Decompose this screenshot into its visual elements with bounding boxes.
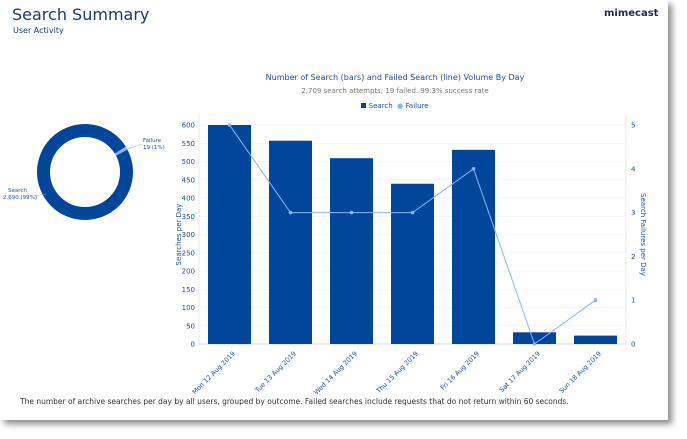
y-tick-label: 600	[182, 122, 195, 130]
x-tick-label: Wed 14 Aug 2019	[312, 350, 359, 397]
y-tick-label: 300	[182, 231, 195, 239]
chart-legend[interactable]: Search ● Failure	[200, 102, 590, 110]
failure-point-1	[288, 210, 293, 215]
donut-label-failure: Failure	[143, 138, 162, 144]
bar-5	[513, 332, 556, 344]
failure-point-2	[349, 210, 354, 215]
y2-tick-label: 4	[631, 165, 636, 173]
y-tick-label: 250	[182, 249, 195, 257]
bar-1	[269, 140, 312, 344]
page-title: Search Summary	[12, 5, 150, 24]
y-tick-label: 400	[182, 195, 195, 203]
legend-failure-swatch: ●	[394, 102, 404, 110]
chart-description: The number of archive searches per day b…	[20, 397, 569, 406]
y-tick-label: 150	[182, 286, 195, 294]
x-tick-label: Mon 12 Aug 2019	[191, 350, 237, 396]
search-leader	[33, 193, 47, 197]
bar-6	[574, 335, 617, 344]
failure-point-4	[471, 167, 476, 171]
x-tick-label: Thu 15 Aug 2019	[374, 350, 420, 396]
y-tick-label: 450	[182, 176, 195, 184]
donut-value-failure: 19 (1%)	[143, 145, 165, 151]
y2-tick-label: 1	[631, 297, 635, 305]
y-tick-label: 200	[182, 268, 195, 276]
chart-title: Number of Search (bars) and Failed Searc…	[265, 73, 525, 82]
donut-value-search: 2,690 (99%)	[3, 195, 37, 201]
failure-point-6	[593, 298, 598, 303]
chart-subtitle: 2,709 search attempts; 19 failed. 99.3% …	[301, 87, 489, 95]
y-tick-label: 550	[182, 140, 195, 148]
donut-slice-failure	[114, 146, 128, 156]
bar-4	[452, 149, 495, 344]
y2-tick-label: 2	[631, 253, 635, 261]
legend-search-label: Search	[368, 102, 393, 110]
y-axis-label: Searches per Day	[175, 204, 183, 266]
legend-failure-label: Failure	[405, 102, 429, 110]
y2-axis-label: Search Failures per Day	[639, 193, 647, 276]
y-tick-label: 500	[182, 158, 195, 166]
failure-point-5	[532, 342, 537, 346]
y-tick-label: 0	[191, 341, 195, 349]
y2-tick-label: 5	[631, 122, 635, 130]
y2-tick-label: 3	[631, 209, 635, 217]
mimecast-logo: mimecast	[604, 8, 659, 19]
donut-slice-search	[37, 124, 133, 220]
x-tick-label: Sun 18 Aug 2019	[558, 350, 603, 395]
y2-tick-label: 0	[631, 341, 635, 349]
x-tick-label: Fri 16 Aug 2019	[439, 350, 481, 392]
donut-label-search: Search	[8, 188, 27, 194]
failure-point-3	[410, 210, 415, 215]
y-tick-label: 100	[182, 304, 195, 312]
bar-2	[330, 158, 373, 344]
failure-point-0	[227, 123, 232, 127]
legend-search-swatch	[361, 103, 367, 108]
page-subtitle: User Activity	[13, 26, 64, 35]
y-tick-label: 50	[186, 322, 195, 330]
x-tick-label: Sat 17 Aug 2019	[498, 350, 542, 394]
bar-0	[208, 125, 251, 344]
x-tick-label: Tue 13 Aug 2019	[253, 350, 298, 395]
failure-leader	[127, 143, 143, 150]
bar-3	[391, 183, 434, 344]
y-tick-label: 350	[182, 213, 195, 221]
